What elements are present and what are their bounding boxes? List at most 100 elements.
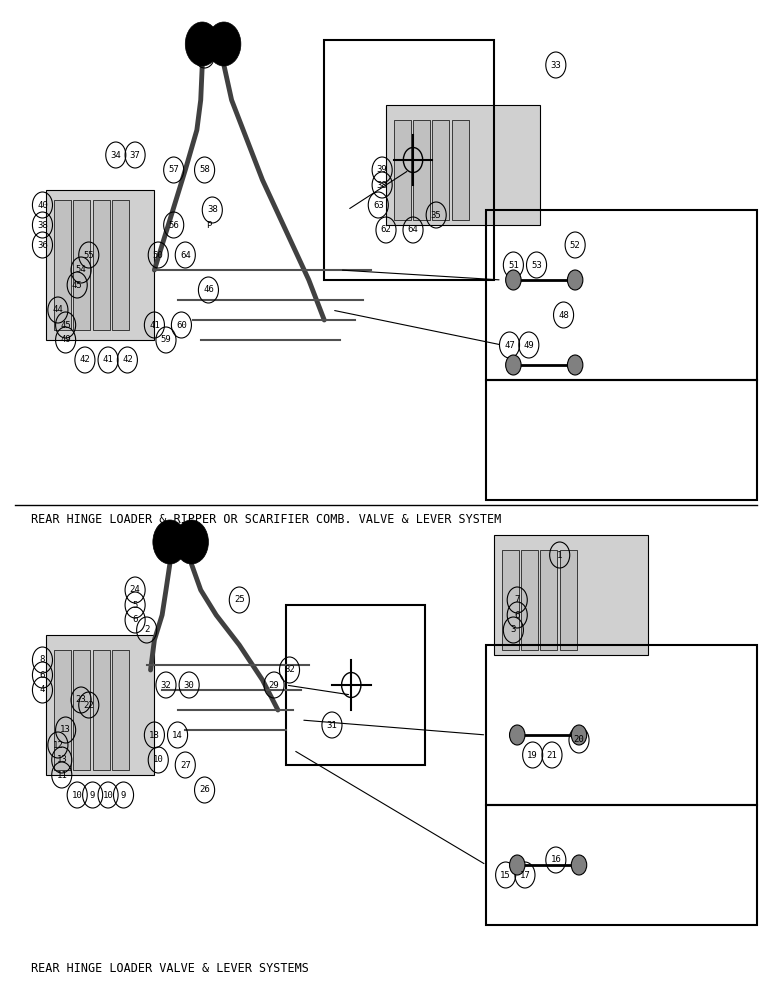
Text: 59: 59	[161, 336, 171, 344]
Text: 38: 38	[377, 180, 388, 190]
Text: 56: 56	[168, 221, 179, 230]
Text: 21: 21	[547, 750, 557, 760]
FancyBboxPatch shape	[112, 650, 129, 770]
FancyBboxPatch shape	[494, 535, 648, 655]
Circle shape	[174, 520, 208, 564]
Text: REAR HINGE LOADER VALVE & LEVER SYSTEMS: REAR HINGE LOADER VALVE & LEVER SYSTEMS	[31, 962, 309, 975]
Text: 50: 50	[153, 250, 164, 259]
FancyBboxPatch shape	[521, 550, 538, 650]
Text: 42: 42	[122, 356, 133, 364]
Text: 13: 13	[56, 756, 67, 764]
Circle shape	[207, 22, 241, 66]
FancyBboxPatch shape	[54, 200, 71, 330]
Text: 10: 10	[103, 790, 113, 800]
Text: 47: 47	[504, 340, 515, 350]
FancyBboxPatch shape	[560, 550, 577, 650]
Text: 24: 24	[130, 585, 141, 594]
Circle shape	[571, 725, 587, 745]
Circle shape	[510, 725, 525, 745]
FancyBboxPatch shape	[112, 200, 129, 330]
Text: 58: 58	[199, 165, 210, 174]
Text: 1: 1	[557, 550, 562, 560]
Bar	[486, 380, 757, 500]
Text: 2: 2	[144, 626, 149, 635]
Text: 30: 30	[184, 680, 195, 690]
Text: 32: 32	[161, 680, 171, 690]
Bar	[486, 210, 757, 380]
Text: 28: 28	[184, 540, 195, 550]
Text: 36: 36	[37, 240, 48, 249]
Text: 38: 38	[37, 221, 48, 230]
Text: 39: 39	[377, 165, 388, 174]
Text: 15: 15	[500, 870, 511, 880]
Text: P: P	[206, 221, 211, 230]
Circle shape	[506, 355, 521, 375]
Text: 4: 4	[40, 686, 45, 694]
FancyBboxPatch shape	[502, 550, 519, 650]
Text: 7: 7	[515, 595, 520, 604]
Text: 52: 52	[570, 240, 581, 249]
Text: 8: 8	[40, 656, 45, 664]
Bar	[286, 605, 425, 765]
Text: 44: 44	[52, 306, 63, 314]
Text: 33: 33	[550, 60, 561, 70]
Text: 16: 16	[550, 856, 561, 864]
Text: 11: 11	[56, 770, 67, 780]
Circle shape	[153, 520, 187, 564]
FancyBboxPatch shape	[432, 120, 449, 220]
Text: 37: 37	[130, 150, 141, 159]
FancyBboxPatch shape	[46, 190, 154, 340]
Text: 53: 53	[531, 260, 542, 269]
Text: 20: 20	[574, 736, 584, 744]
FancyBboxPatch shape	[413, 120, 430, 220]
Text: 31: 31	[327, 720, 337, 730]
Text: 5: 5	[133, 600, 137, 609]
Text: 6: 6	[515, 610, 520, 619]
Text: 12: 12	[52, 740, 63, 750]
FancyBboxPatch shape	[93, 650, 110, 770]
Text: 10: 10	[72, 790, 83, 800]
Bar	[486, 805, 757, 925]
Text: 48: 48	[558, 310, 569, 320]
FancyBboxPatch shape	[73, 650, 90, 770]
Text: 51: 51	[508, 260, 519, 269]
Text: 40: 40	[37, 200, 48, 210]
Circle shape	[510, 855, 525, 875]
Text: 22: 22	[83, 700, 94, 710]
Text: 45: 45	[72, 280, 83, 290]
Circle shape	[567, 270, 583, 290]
Text: REAR HINGE LOADER & RIPPER OR SCARIFIER COMB. VALVE & LEVER SYSTEM: REAR HINGE LOADER & RIPPER OR SCARIFIER …	[31, 513, 501, 526]
Text: 29: 29	[269, 680, 279, 690]
Text: 54: 54	[76, 265, 86, 274]
Circle shape	[506, 270, 521, 290]
Text: 64: 64	[408, 226, 418, 234]
Circle shape	[571, 855, 587, 875]
FancyBboxPatch shape	[394, 120, 411, 220]
Text: 6: 6	[40, 670, 45, 680]
Circle shape	[185, 22, 219, 66]
Text: 46: 46	[203, 286, 214, 294]
Text: 3: 3	[511, 626, 516, 635]
FancyBboxPatch shape	[54, 650, 71, 770]
Text: 49: 49	[523, 340, 534, 350]
Text: 17: 17	[520, 870, 530, 880]
Text: 27: 27	[180, 760, 191, 770]
Text: 64: 64	[180, 250, 191, 259]
Circle shape	[567, 355, 583, 375]
Bar	[324, 40, 494, 280]
Text: 6: 6	[133, 615, 137, 624]
Text: 25: 25	[234, 595, 245, 604]
Text: 61: 61	[199, 50, 210, 60]
Text: 9: 9	[121, 790, 126, 800]
FancyBboxPatch shape	[46, 635, 154, 775]
FancyBboxPatch shape	[93, 200, 110, 330]
Text: 38: 38	[207, 206, 218, 215]
FancyBboxPatch shape	[386, 105, 540, 225]
Text: 9: 9	[90, 790, 95, 800]
Text: 13: 13	[60, 726, 71, 734]
Text: 18: 18	[149, 730, 160, 740]
FancyBboxPatch shape	[452, 120, 469, 220]
Bar	[486, 645, 757, 805]
Text: 55: 55	[83, 250, 94, 259]
Text: 35: 35	[431, 211, 442, 220]
